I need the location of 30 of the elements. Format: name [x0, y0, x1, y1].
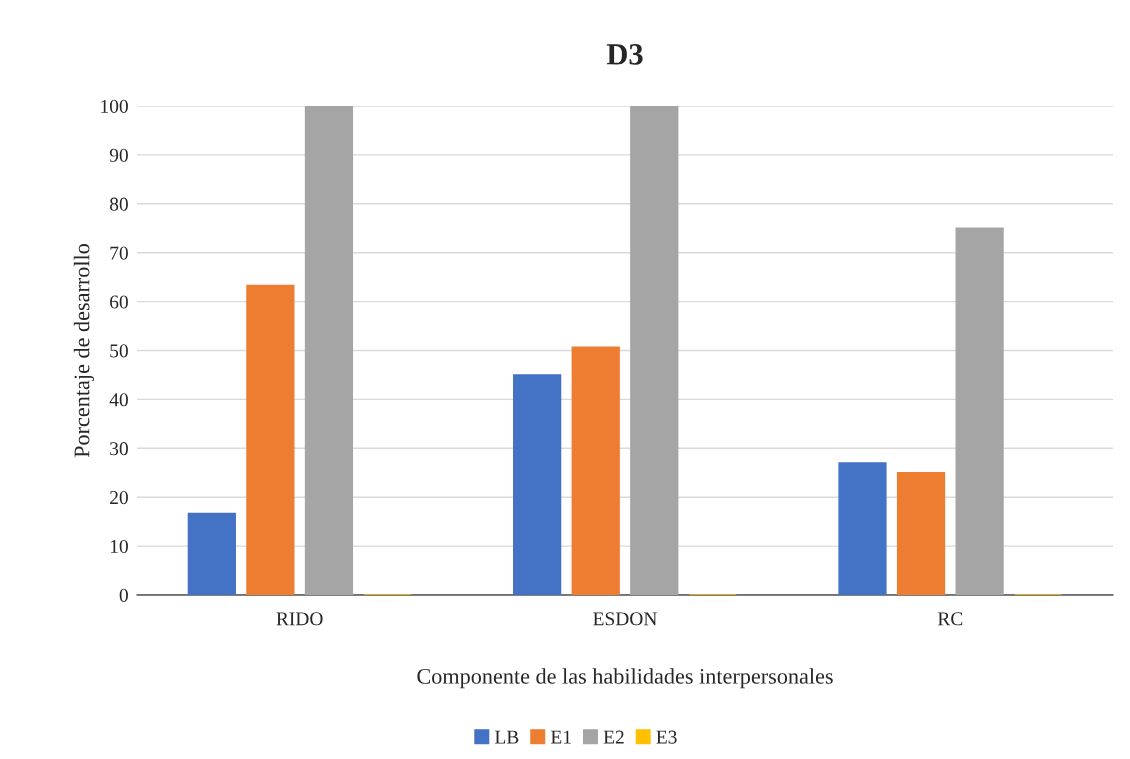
bar: [896, 472, 946, 595]
legend-label: LB: [494, 730, 519, 744]
bar: [571, 346, 620, 595]
bar: [246, 284, 295, 595]
x-tick-label: RC: [937, 612, 963, 626]
x-tick-label: RIDO: [276, 612, 323, 626]
y-tick-label: 50: [110, 344, 128, 358]
y-tick-label: 10: [110, 539, 128, 554]
bar: [304, 106, 354, 595]
y-tick-label: 70: [110, 246, 128, 260]
bar: [955, 227, 1004, 595]
y-tick-label: 0: [119, 588, 128, 602]
y-tick-label: 100: [101, 99, 128, 113]
chart-title: D3: [606, 44, 643, 65]
legend-label: E3: [656, 730, 677, 744]
y-tick-label: 40: [109, 393, 128, 407]
y-tick-label: 90: [109, 148, 128, 162]
bar: [513, 374, 562, 595]
y-tick-label: 30: [110, 442, 128, 456]
x-tick-label: ESDON: [593, 612, 657, 626]
y-tick-label: 60: [110, 295, 128, 309]
y-tick-label: 80: [109, 197, 128, 211]
x-axis-title: Componente de las habilidades interpersonales: [417, 668, 833, 689]
legend-label: E2: [603, 730, 624, 744]
bar: [187, 512, 236, 595]
y-axis-title: Porcentaje de desarrollo: [73, 243, 94, 458]
y-tick-label: 20: [110, 491, 128, 505]
legend-label: E1: [550, 730, 571, 744]
bar: [838, 462, 887, 595]
bar: [630, 106, 679, 595]
